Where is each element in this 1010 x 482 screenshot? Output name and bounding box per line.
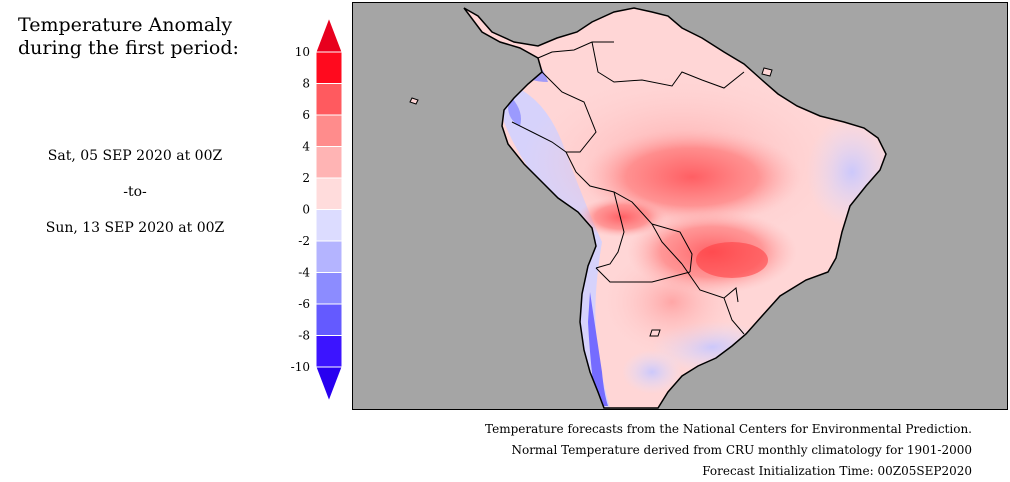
- colorbar-tick-label: -8: [298, 329, 310, 343]
- colorbar-bin: [315, 303, 343, 336]
- colorbar-tick-label: 2: [302, 171, 310, 185]
- colorbar-bin: [315, 83, 343, 116]
- anomaly-map: [352, 2, 1008, 410]
- colorbar-bin: [315, 209, 343, 242]
- colorbar-bin: [315, 16, 343, 53]
- colorbar-bin: [315, 146, 343, 179]
- colorbar-tick-label: -10: [291, 360, 310, 374]
- colorbar-bin: [315, 177, 343, 210]
- colorbar-tick-label: -2: [298, 234, 310, 248]
- footer-line-1: Temperature forecasts from the National …: [485, 422, 972, 436]
- colorbar-tick-label: 10: [295, 45, 310, 59]
- colorbar-tick-label: -4: [298, 266, 310, 280]
- country-borders: [511, 41, 745, 335]
- colorbar-bin: [315, 114, 343, 147]
- map-footer: Temperature forecasts from the National …: [485, 419, 972, 482]
- islands: [409, 67, 773, 337]
- colorbar-bin: [315, 51, 343, 84]
- colorbar-tick-label: 6: [302, 108, 310, 122]
- period-end: Sun, 13 SEP 2020 at 00Z: [45, 220, 225, 236]
- colorbar-bin: [315, 240, 343, 273]
- colorbar-tick-label: -6: [298, 297, 310, 311]
- title-line-2: during the first period:: [18, 37, 239, 59]
- period-start: Sat, 05 SEP 2020 at 00Z: [47, 148, 223, 164]
- colorbar-bin: [315, 335, 343, 368]
- colorbar-tick-label: 4: [302, 140, 310, 154]
- colorbar-legend: 10 8 6 4 2 0 -2 -4 -6 -8 -10: [291, 16, 343, 402]
- colorbar-bin: [315, 272, 343, 305]
- land-anomaly-field: [464, 8, 886, 408]
- colorbar-bin: [315, 366, 343, 402]
- period-separator: -to-: [123, 184, 147, 200]
- colorbar-tick-label: 0: [302, 203, 310, 217]
- colorbar-tick-label: 8: [302, 77, 310, 91]
- footer-line-2: Normal Temperature derived from CRU mont…: [511, 443, 972, 457]
- map-title: Temperature Anomaly during the first per…: [18, 14, 258, 60]
- title-line-1: Temperature Anomaly: [18, 14, 233, 36]
- footer-line-3: Forecast Initialization Time: 00Z05SEP20…: [702, 464, 972, 478]
